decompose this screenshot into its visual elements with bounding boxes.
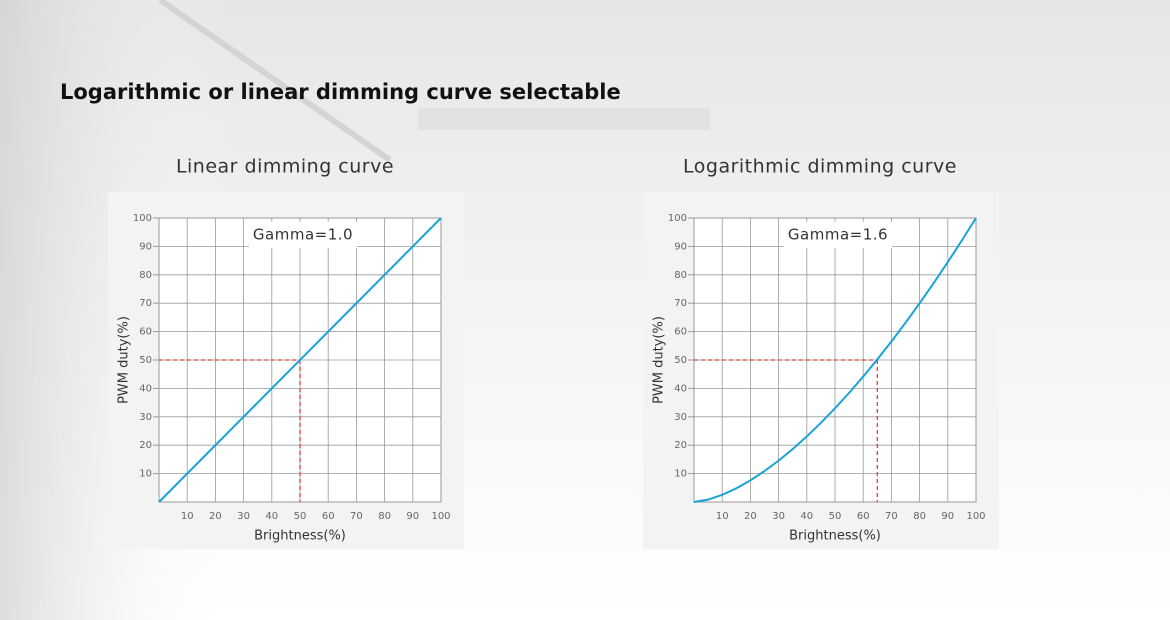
y-tick-label: 60: [674, 327, 687, 338]
y-axis-label: PWM duty(%): [117, 316, 132, 404]
chart-title: Logarithmic dimming curve: [683, 156, 957, 178]
annotation-bg: [249, 222, 357, 248]
x-tick-label: 30: [772, 511, 785, 522]
y-tick-label: 40: [674, 383, 687, 394]
x-tick-label: 10: [716, 511, 729, 522]
x-tick-label: 70: [885, 511, 898, 522]
annotation-bg: [784, 222, 892, 248]
x-tick-label: 80: [913, 511, 926, 522]
y-tick-label: 50: [139, 355, 152, 366]
decor-beam: [158, 0, 392, 163]
data-line: [158, 217, 442, 503]
x-tick-label: 90: [406, 511, 419, 522]
y-tick-label: 30: [674, 412, 687, 423]
y-tick-label: 20: [674, 440, 687, 451]
x-tick-label: 40: [800, 511, 813, 522]
y-tick-label: 70: [674, 298, 687, 309]
y-tick-label: 90: [674, 241, 687, 252]
x-tick-label: 10: [181, 511, 194, 522]
chart: Logarithmic dimming curve 10 20 30 40 50 60 70 8…: [643, 156, 999, 549]
page-title: Logarithmic or linear dimming curve sele…: [60, 80, 621, 104]
x-tick-label: 20: [744, 511, 757, 522]
y-tick-label: 10: [674, 469, 687, 480]
annotation: Gamma=1.6: [788, 226, 888, 244]
x-tick-label: 40: [265, 511, 278, 522]
chart-title: Linear dimming curve: [176, 156, 394, 178]
y-tick-label: 10: [139, 469, 152, 480]
y-tick-label: 30: [139, 412, 152, 423]
y-axis-label: PWM duty(%): [652, 316, 667, 404]
y-tick-label: 20: [139, 440, 152, 451]
y-tick-label: 100: [133, 213, 152, 224]
x-tick-label: 60: [857, 511, 870, 522]
x-tick-label: 90: [941, 511, 954, 522]
x-tick-label: 100: [431, 511, 450, 522]
y-tick-label: 40: [139, 383, 152, 394]
x-tick-label: 20: [209, 511, 222, 522]
x-tick-label: 100: [966, 511, 985, 522]
chart: Linear dimming curve 10 20 30 40 50 60 70 80 90 10…: [108, 156, 464, 549]
decor-vent: [418, 108, 710, 130]
charts: Linear dimming curve 10 20 30 40 50 60 70 80 90 10…: [108, 156, 999, 549]
y-tick-label: 80: [674, 270, 687, 281]
x-tick-label: 80: [378, 511, 391, 522]
data-line: [693, 217, 977, 503]
y-tick-label: 90: [139, 241, 152, 252]
x-axis-label: Brightness(%): [254, 529, 346, 544]
y-tick-label: 50: [674, 355, 687, 366]
y-tick-label: 80: [139, 270, 152, 281]
x-tick-label: 30: [237, 511, 250, 522]
y-tick-label: 100: [668, 213, 687, 224]
x-axis-label: Brightness(%): [789, 529, 881, 544]
annotation: Gamma=1.0: [253, 226, 353, 244]
x-tick-label: 50: [294, 511, 307, 522]
x-tick-label: 50: [829, 511, 842, 522]
x-tick-label: 70: [350, 511, 363, 522]
y-tick-label: 60: [139, 327, 152, 338]
y-tick-label: 70: [139, 298, 152, 309]
x-tick-label: 60: [322, 511, 335, 522]
